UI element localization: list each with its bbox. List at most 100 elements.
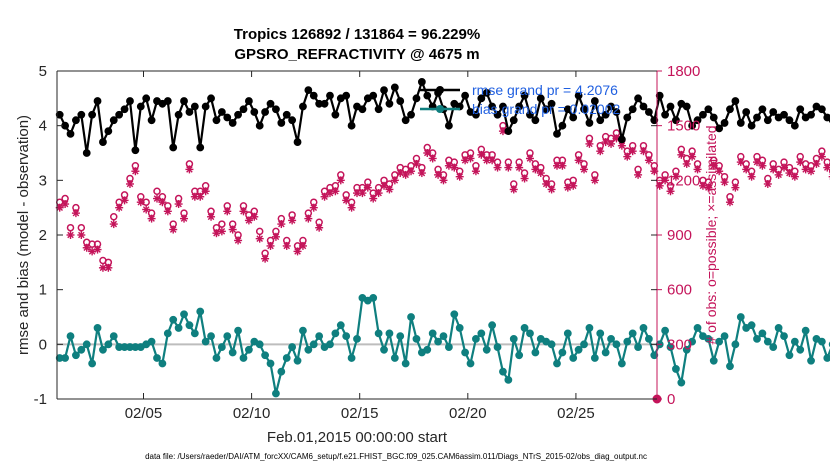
bias-point <box>563 329 572 338</box>
rmse-point <box>596 116 605 125</box>
assimilated-point <box>720 178 729 187</box>
bias-point <box>601 348 610 357</box>
x-tick-label: 02/20 <box>449 405 487 422</box>
assimilated-point <box>553 161 561 170</box>
bias-point <box>299 326 307 335</box>
assimilated-point <box>412 159 421 168</box>
rmse-point <box>542 105 551 114</box>
assimilated-point <box>385 185 394 194</box>
rmse-point <box>574 91 583 100</box>
rmse-point <box>320 99 329 108</box>
bias-point <box>412 334 421 343</box>
bias-point <box>585 324 594 332</box>
rmse-point <box>196 143 205 152</box>
rmse-point <box>493 110 502 119</box>
rmse-point <box>201 102 210 111</box>
y-tick-label: 3 <box>39 172 47 189</box>
assimilated-point <box>277 220 286 229</box>
rmse-point <box>309 91 318 100</box>
rmse-point <box>104 127 113 136</box>
rmse-point <box>661 110 670 119</box>
rmse-point <box>472 110 480 119</box>
bias-point <box>347 354 356 362</box>
assimilated-point <box>336 176 345 185</box>
rmse-point <box>212 116 221 125</box>
assimilated-point <box>623 152 632 161</box>
rmse-point <box>790 121 799 130</box>
assimilated-point <box>634 170 643 179</box>
rmse-point <box>763 116 772 125</box>
x-tick-label: 02/15 <box>341 405 379 422</box>
bias-point <box>623 337 632 346</box>
y-tick-label: -1 <box>34 391 47 408</box>
bias-point <box>785 351 794 360</box>
bias-point <box>293 356 302 365</box>
bias-point <box>72 351 80 360</box>
assimilated-point <box>196 192 205 201</box>
rmse-point <box>120 105 129 114</box>
possible-point <box>218 220 226 228</box>
bias-point <box>147 337 156 346</box>
rmse-point <box>747 121 756 130</box>
assimilated-point <box>309 203 318 212</box>
x-tick-label: 02/05 <box>125 405 163 422</box>
rmse-point <box>82 149 91 157</box>
legend: rmse grand pr = 4.2076 bias grand pr = 0.… <box>420 82 620 117</box>
rmse-point <box>272 105 280 114</box>
bias-point <box>282 354 291 362</box>
rmse-point <box>531 116 540 125</box>
rmse-point <box>299 102 307 111</box>
bias-point <box>612 340 621 349</box>
rmse-point <box>590 97 599 105</box>
assimilated-point <box>109 220 118 229</box>
rmse-point <box>796 105 805 114</box>
bias-point <box>547 340 556 349</box>
legend-marker-0 <box>436 86 444 94</box>
plot-area <box>57 71 657 399</box>
rmse-point <box>374 105 383 114</box>
bias-point <box>315 332 324 341</box>
bias-point <box>666 343 675 351</box>
bias-point <box>66 332 75 341</box>
ticks: -1 0 1 2 3 4 5 0 300 600 900 1200 1500 1800 02/05 02/10… <box>34 63 701 422</box>
legend-marker-1 <box>436 105 444 113</box>
bias-point <box>531 348 540 357</box>
bias-point <box>558 348 567 357</box>
rmse-point <box>331 110 340 119</box>
assimilated-point <box>120 196 129 205</box>
assimilated-point <box>347 203 356 212</box>
bias-point <box>331 329 340 338</box>
bias-point <box>217 343 226 351</box>
rmse-point <box>623 113 632 122</box>
rmse-point <box>55 110 64 119</box>
bias-point <box>439 332 448 341</box>
bias-point <box>758 329 767 338</box>
assimilated-point <box>71 209 80 218</box>
rmse-point <box>234 110 242 119</box>
rmse-point <box>180 97 188 105</box>
rmse-point <box>423 91 432 100</box>
y-axis-label: rmse and bias (model - observation) <box>15 115 32 355</box>
assimilated-point <box>812 159 821 168</box>
rmse-point <box>288 116 297 125</box>
bias-point <box>715 337 724 346</box>
bias-point <box>234 326 242 335</box>
chart-title-line2: GPSRO_REFRACTIVITY @ 4675 m <box>234 46 479 63</box>
bias-point <box>190 329 199 338</box>
rmse-point <box>401 116 410 125</box>
assimilated-point <box>525 154 534 163</box>
assimilated-point <box>315 223 324 232</box>
bias-point <box>185 321 194 330</box>
assimilated-point <box>590 176 599 185</box>
bias-point <box>677 378 686 387</box>
bias-point <box>207 332 215 341</box>
rmse-point <box>185 108 194 116</box>
bias-point <box>672 365 680 373</box>
assimilated-point <box>104 263 113 272</box>
assimilated-point <box>520 174 529 183</box>
possible-point <box>66 223 75 232</box>
rmse-point <box>547 99 556 108</box>
assimilated-point <box>401 170 410 179</box>
rmse-point <box>412 94 421 103</box>
assimilated-point <box>753 158 761 167</box>
